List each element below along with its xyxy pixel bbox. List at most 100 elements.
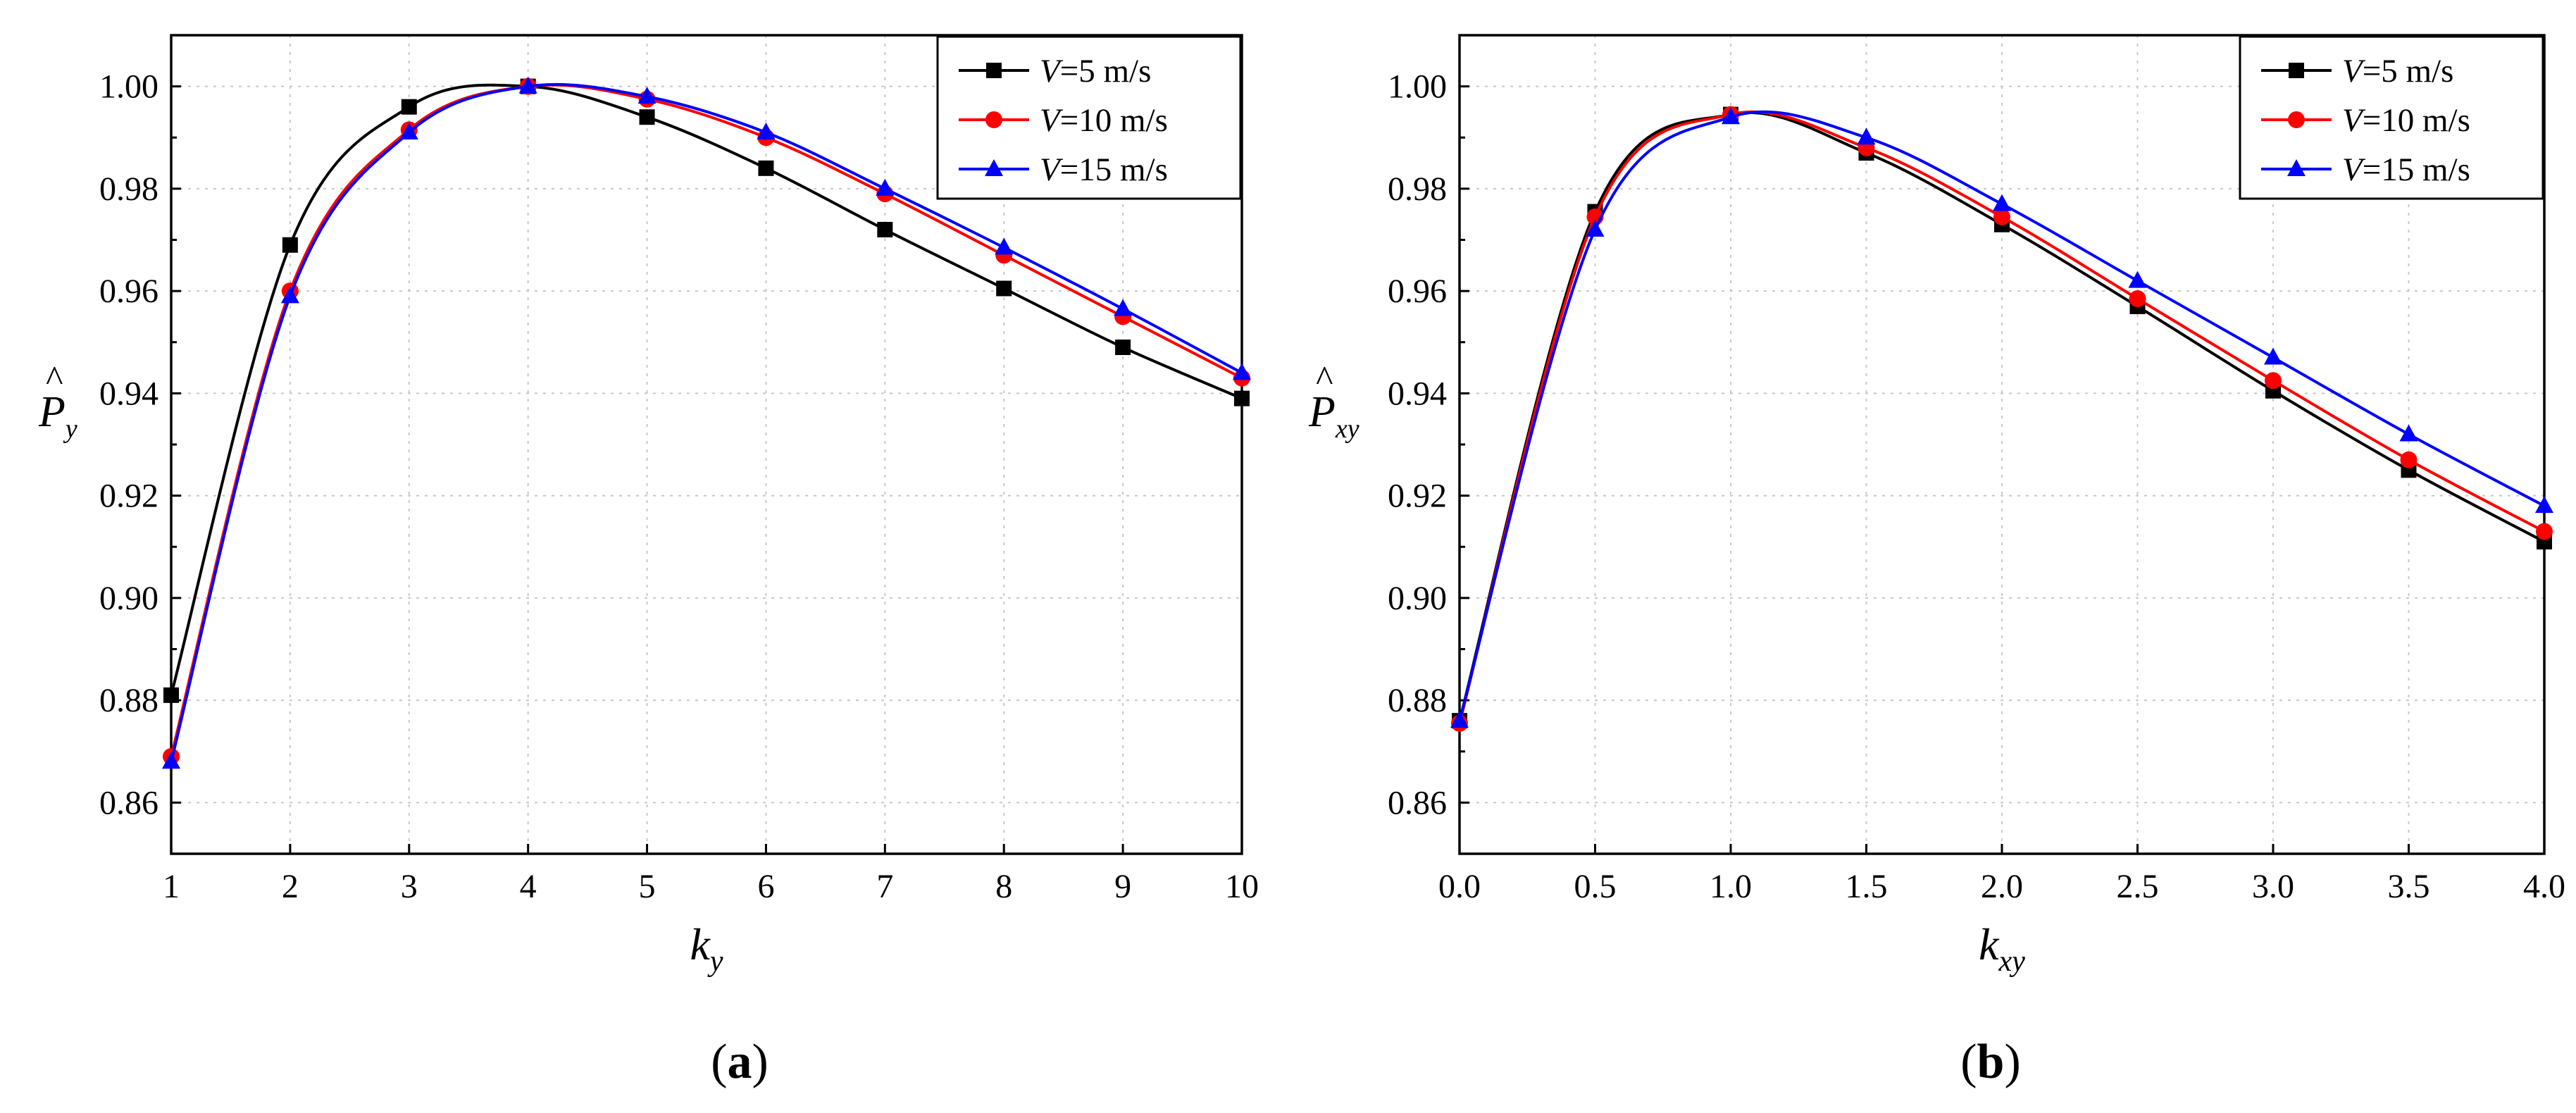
chart-a-x-tick-label: 9 — [1114, 868, 1131, 905]
chart-a-legend-label: V=10 m/s — [1040, 102, 1168, 139]
chart-b-legend-item: V=15 m/s — [2261, 151, 2470, 188]
panel-label-a: (a) — [711, 1035, 769, 1089]
panel-label-b: (b) — [1960, 1035, 2021, 1089]
chart-a-legend-rest: =15 m/s — [1060, 151, 1168, 188]
chart-a-data-point — [280, 286, 299, 304]
chart-a-x-tick-label: 6 — [757, 868, 774, 905]
chart-a-data-point — [1114, 299, 1133, 316]
chart-b-data-point — [1722, 107, 1740, 125]
chart-a-y-axis-label-sub: y — [63, 414, 77, 444]
chart-a-data-point — [282, 237, 298, 253]
chart-a-data-point — [995, 237, 1014, 255]
chart-a-y-tick-label: 0.94 — [99, 375, 158, 412]
chart-a-x-tick-label: 10 — [1225, 868, 1259, 905]
chart-b-legend-label: V=5 m/s — [2342, 53, 2453, 89]
chart-b-legend-label: V=10 m/s — [2342, 102, 2470, 139]
chart-b-legend-item: V=10 m/s — [2261, 102, 2470, 139]
chart-a-series-3 — [162, 76, 1251, 769]
chart-a-legend-item: V=10 m/s — [959, 102, 1168, 139]
chart-a-legend-item: V=15 m/s — [959, 151, 1168, 188]
chart-a-legend-rest: =5 m/s — [1060, 53, 1152, 89]
chart-a-data-point — [399, 122, 418, 139]
chart-a-x-tick-label: 4 — [520, 868, 537, 905]
chart-a-x-tick-label: 7 — [876, 868, 893, 905]
chart-b-y-axis-label-main: P — [1308, 388, 1336, 436]
chart-b-y-tick-label: 0.90 — [1388, 580, 1447, 617]
chart-a-data-point — [637, 87, 657, 104]
chart-b-data-point — [1993, 208, 2010, 225]
chart-a-legend-var: V — [1040, 53, 1064, 89]
chart-a-legend-marker — [985, 159, 1003, 176]
chart-b-y-axis-label-hat: ^ — [1315, 359, 1333, 399]
chart-b-legend-var: V — [2342, 151, 2366, 188]
chart-b-data-point — [1993, 194, 2011, 211]
chart-a: 1 2 3 4 5 6 7 8 9 10 0.86 0.88 0.90 0.92 0.94 0.96 0.98 1… — [38, 34, 1259, 978]
chart-b-data-point — [2265, 372, 2282, 390]
chart-a-data-point — [1115, 340, 1131, 356]
chart-a-y-axis-label-hat: ^ — [45, 359, 63, 399]
chart-a-legend-var: V — [1040, 102, 1064, 139]
chart-a-x-tick-label: 8 — [995, 868, 1012, 905]
chart-a-x-axis: 1 2 3 4 5 6 7 8 9 10 — [163, 844, 1259, 905]
chart-b-y-axis-label-text: Pxy — [1308, 388, 1359, 444]
chart-b-data-point — [2264, 347, 2282, 365]
chart-a-x-axis-label: ky — [690, 919, 723, 978]
chart-b-y-tick-label: 0.94 — [1388, 375, 1447, 412]
chart-a-x-tick-label: 2 — [282, 868, 299, 905]
chart-a-x-axis-label-sub: y — [707, 945, 723, 978]
chart-b-x-tick-label: 1.5 — [1846, 868, 1888, 905]
chart-b-data-point — [1586, 219, 1605, 237]
chart-a-y-axis-label: ^Py — [38, 359, 77, 444]
chart-b-x-axis-label-main: k — [1979, 919, 2000, 969]
chart-a-y-tick-label: 1.00 — [99, 68, 158, 106]
chart-a-data-point — [1233, 363, 1251, 380]
chart-a-legend-item: V=5 m/s — [959, 53, 1151, 89]
chart-b-legend: V=5 m/sV=10 m/sV=15 m/s — [2239, 35, 2544, 200]
chart-b-x-axis-label-sub: xy — [1998, 945, 2026, 978]
chart-b-series-line — [1460, 110, 2544, 721]
chart-b-data-point — [2128, 271, 2147, 288]
chart-a-legend-label: V=15 m/s — [1040, 151, 1168, 188]
chart-a-data-point — [162, 752, 180, 769]
chart-b-x-tick-label: 2.0 — [1981, 868, 2023, 905]
chart-b-y-tick-label: 0.86 — [1388, 784, 1447, 821]
chart-b-x-axis: 0.0 0.5 1.0 1.5 2.0 2.5 3.0 3.5 4.0 — [1438, 844, 2565, 905]
chart-b-data-point — [2535, 496, 2553, 514]
chart-a-data-point — [401, 99, 417, 115]
chart-a-y-tick-label: 0.86 — [99, 784, 158, 821]
chart-b-y-axis: 0.86 0.88 0.90 0.92 0.94 0.96 0.98 1.00 — [1388, 68, 1469, 821]
chart-b-y-axis-label-sub: xy — [1335, 414, 1359, 444]
chart-b-legend-marker — [2288, 111, 2305, 128]
chart-b-legend-marker — [2289, 63, 2304, 78]
chart-a-legend-label: V=5 m/s — [1040, 53, 1151, 89]
chart-a-data-point — [758, 160, 774, 176]
chart-b-x-tick-label: 0.0 — [1438, 868, 1481, 905]
chart-a-data-point — [877, 221, 893, 237]
chart-a-data-point — [757, 122, 776, 139]
chart-b-series-3 — [1450, 107, 2553, 728]
chart-b-x-axis-label: kxy — [1979, 919, 2025, 978]
chart-a-data-point — [639, 109, 655, 125]
chart-b-y-tick-label: 0.88 — [1388, 682, 1447, 719]
chart-b-series-line — [1460, 111, 2544, 721]
chart-a-y-tick-label: 0.92 — [99, 478, 158, 515]
chart-a-y-tick-label: 0.90 — [99, 580, 158, 617]
chart-a-data-point — [163, 687, 179, 703]
chart-b-y-tick-label: 0.96 — [1388, 273, 1447, 310]
chart-b-x-tick-label: 1.0 — [1710, 868, 1752, 905]
chart-b-x-tick-label: 3.0 — [2252, 868, 2294, 905]
chart-b-legend-var: V — [2342, 102, 2366, 139]
chart-a-y-tick-label: 0.98 — [99, 170, 158, 208]
chart-b-legend-rest: =5 m/s — [2363, 53, 2454, 89]
chart-a-y-axis-label-text: Py — [38, 388, 77, 444]
chart-a-y-axis-label-main: P — [38, 388, 66, 436]
chart-b-data-point — [1857, 128, 1876, 145]
chart-b-y-tick-label: 1.00 — [1388, 68, 1447, 106]
chart-b-x-tick-label: 0.5 — [1574, 868, 1617, 905]
chart-b-legend-rest: =10 m/s — [2363, 102, 2470, 139]
chart-b-data-point — [2400, 451, 2418, 468]
chart-b-x-tick-label: 4.0 — [2523, 868, 2565, 905]
chart-b-x-tick-label: 3.5 — [2388, 868, 2430, 905]
